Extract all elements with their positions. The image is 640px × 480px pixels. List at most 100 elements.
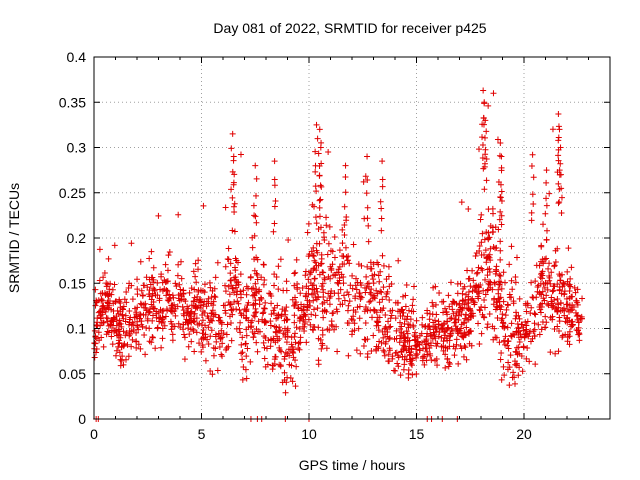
data-point [355,325,362,332]
data-point [105,255,112,262]
data-point [271,203,278,210]
data-point [158,344,165,351]
data-point [397,372,404,379]
data-point [564,278,571,285]
data-point [261,305,268,312]
data-point [453,336,460,343]
data-point [513,349,520,356]
data-point [491,280,498,287]
data-point [243,326,250,333]
data-point [324,251,331,258]
data-point [111,328,118,335]
data-point [502,333,509,340]
data-point [404,313,411,320]
data-point [175,320,182,327]
data-point [222,307,229,314]
data-point [470,277,477,284]
data-point [504,301,511,308]
data-point [438,334,445,341]
data-point [116,339,123,346]
data-point [486,265,493,272]
data-point [543,237,550,244]
data-point [205,324,212,331]
data-point [252,280,259,287]
data-point [222,288,229,295]
data-point [500,298,507,305]
data-point [419,314,426,321]
data-point [168,302,175,309]
data-point [534,284,541,291]
data-point [283,339,290,346]
data-point [192,260,199,267]
data-point [387,315,394,322]
data-point [490,210,497,217]
data-point [386,358,393,365]
data-point [169,337,176,344]
data-point [473,282,480,289]
data-point [497,272,504,279]
data-point [278,348,285,355]
data-point [401,320,408,327]
data-point [374,290,381,297]
data-point [341,297,348,304]
data-point [313,240,320,247]
data-point [147,281,154,288]
data-point [374,259,381,266]
data-point [102,308,109,315]
data-point [493,334,500,341]
data-point [292,383,299,390]
data-point [144,317,151,324]
data-point [370,332,377,339]
y-tick-label: 0.25 [59,185,86,201]
data-point [394,299,401,306]
data-point [402,337,409,344]
data-point [183,316,190,323]
data-point [377,307,384,314]
data-point [379,296,386,303]
data-point [536,290,543,297]
data-point [129,319,136,326]
data-point [515,334,522,341]
data-point [378,339,385,346]
data-point [299,323,306,330]
data-point [332,272,339,279]
data-point [153,308,160,315]
data-point [199,317,206,324]
data-point [202,357,209,364]
data-point [152,345,159,352]
y-tick-label: 0.05 [59,366,86,382]
data-point [502,312,509,319]
data-point [480,121,487,128]
data-point [367,298,374,305]
data-point [504,324,511,331]
data-point [224,256,231,263]
data-point [150,264,157,271]
data-point [356,303,363,310]
x-tick-label: 10 [301,426,317,442]
data-point [272,339,279,346]
data-point [92,302,99,309]
data-point [318,160,325,167]
data-point [442,364,449,371]
data-point [272,197,279,204]
data-point [478,330,485,337]
data-point [149,334,156,341]
data-point [247,319,254,326]
y-tick-label: 0 [78,411,86,427]
data-point [209,307,216,314]
data-point [555,348,562,355]
data-point [500,319,507,326]
x-tick-label: 0 [90,426,98,442]
data-point [284,350,291,357]
data-point [427,339,434,346]
data-point [101,270,108,277]
data-point [555,200,562,207]
data-point [267,290,274,297]
data-point [185,320,192,327]
data-point [232,267,239,274]
data-point [272,353,279,360]
data-point [370,276,377,283]
data-point [181,334,188,341]
data-point [479,155,486,162]
data-point [283,379,290,386]
